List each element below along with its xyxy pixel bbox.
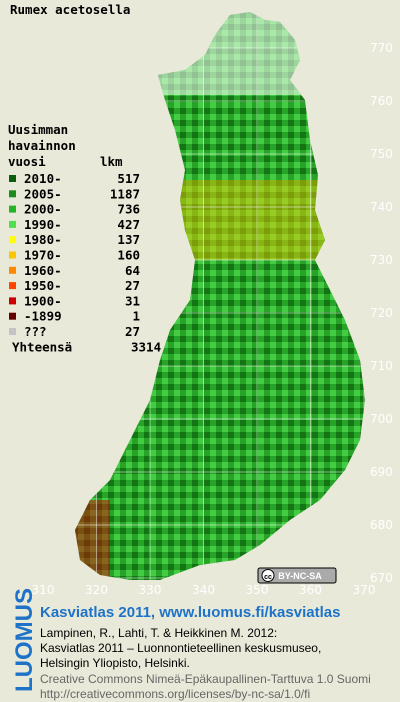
legend-count: 160: [117, 248, 140, 263]
legend-count: 1: [132, 309, 140, 324]
legend-heading: havainnon: [8, 138, 76, 153]
legend-swatch: [9, 282, 16, 290]
legend-swatch: [9, 266, 16, 274]
citation: Helsingin Yliopisto, Helsinki.: [40, 656, 190, 670]
legend-heading: lkm: [100, 154, 123, 169]
total-count: 3314: [131, 339, 161, 354]
y-coordinate: 700: [370, 412, 393, 426]
legend-swatch: [9, 251, 16, 259]
y-coordinate: 760: [370, 94, 393, 108]
legend-label: ???: [24, 324, 47, 339]
badge-frame: [257, 567, 337, 584]
legend-swatch: [9, 220, 16, 228]
legend-label: 2005-: [24, 186, 62, 201]
legend-count: 427: [117, 217, 140, 232]
legend-count: 31: [125, 293, 140, 308]
species-title: Rumex acetosella: [10, 2, 130, 17]
legend-swatch: [9, 312, 16, 320]
legend-label: -1899: [24, 309, 62, 324]
y-coordinate: 680: [370, 518, 393, 532]
x-coordinate: 340: [192, 583, 215, 597]
country-area: [75, 12, 365, 580]
legend-count: 27: [125, 324, 140, 339]
headline: Kasviatlas 2011, www.luomus.fi/kasviatla…: [40, 604, 340, 621]
legend-count: 736: [117, 202, 140, 217]
y-coordinate: 730: [370, 253, 393, 267]
y-coordinate: 720: [370, 306, 393, 320]
legend-count: 27: [125, 278, 140, 293]
legend-heading: Uusimman: [8, 122, 68, 137]
y-coordinate: 770: [370, 41, 393, 55]
legend-label: 1970-: [24, 248, 62, 263]
legend: Uusimman havainnon vuosi lkm 2010- 517 200…: [8, 122, 161, 354]
legend-label: 2000-: [24, 202, 62, 217]
y-coordinate: 710: [370, 359, 393, 373]
cc-text: cc: [264, 574, 272, 581]
brand: LUOMUS: [11, 588, 38, 692]
cc-circle: [261, 569, 275, 582]
x-coordinate: 320: [85, 583, 108, 597]
y-coordinate: 750: [370, 147, 393, 161]
old-records-sw: [75, 500, 110, 580]
y-coordinate: 690: [370, 465, 393, 479]
x-coordinate: 330: [139, 583, 162, 597]
license-badge: cc BY-NC-SA: [257, 567, 337, 584]
x-coordinate: 310: [32, 583, 55, 597]
y-coordinate: 670: [370, 571, 393, 585]
license-terms: BY-NC-SA: [278, 571, 322, 581]
x-coordinate: 370: [353, 583, 376, 597]
legend-swatch: [9, 175, 16, 182]
legend-label: 2010-: [24, 171, 62, 186]
legend-label: 1900-: [24, 293, 62, 308]
x-coordinate: 360: [299, 583, 322, 597]
y-coordinate: 740: [370, 200, 393, 214]
citation: Lampinen, R., Lahti, T. & Heikkinen M. 2…: [40, 626, 277, 640]
legend-count: 64: [125, 263, 140, 278]
legend-label: 1950-: [24, 278, 62, 293]
total-label: Yhteensä: [12, 339, 72, 354]
legend-label: 1980-: [24, 232, 62, 247]
legend-label: 1990-: [24, 217, 62, 232]
coordinate-labels: 770 760 750 740 730 720 710 700 690 680 670 310 320 3…: [32, 41, 393, 597]
legend-count: 137: [117, 232, 140, 247]
x-coordinate: 350: [246, 583, 269, 597]
legend-swatch: [9, 297, 16, 305]
legend-count: 517: [117, 171, 140, 186]
older-records: [170, 180, 330, 260]
legend-swatch: [9, 205, 16, 213]
legend-swatch: [9, 190, 16, 198]
legend-count: 1187: [110, 186, 140, 201]
legend-heading: vuosi: [8, 154, 46, 169]
legend-swatch: [9, 236, 16, 244]
license-url: http://creativecommons.org/licenses/by-n…: [40, 687, 310, 701]
legend-label: 1960-: [24, 263, 62, 278]
legend-swatch: [9, 328, 16, 335]
license-text: Creative Commons Nimeä-Epäkaupallinen-Ta…: [40, 672, 371, 686]
citation: Kasviatlas 2011 – Luonnontieteellinen ke…: [40, 641, 321, 655]
